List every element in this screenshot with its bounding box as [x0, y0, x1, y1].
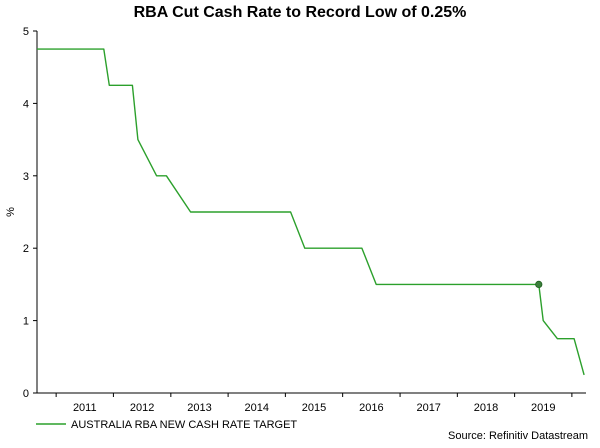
y-tick-label: 1	[23, 316, 29, 328]
y-tick-label: 5	[23, 26, 29, 38]
y-tick-label: 3	[23, 171, 29, 183]
chart-title: RBA Cut Cash Rate to Record Low of 0.25%	[133, 4, 467, 21]
legend-label: AUSTRALIA RBA NEW CASH RATE TARGET	[71, 419, 297, 431]
x-tick-label: 2015	[302, 402, 326, 414]
x-tick-label: 2013	[187, 402, 211, 414]
y-axis-ticks: 0 1 2 3 4 5	[23, 26, 37, 400]
x-tick-label: 2016	[359, 402, 383, 414]
axes	[36, 31, 586, 394]
x-tick-label: 2014	[244, 402, 268, 414]
series-line	[37, 48, 585, 376]
x-tick-label: 2019	[531, 402, 555, 414]
x-tick-label: 2017	[416, 402, 440, 414]
y-tick-label: 0	[23, 388, 29, 400]
x-tick-label: 2011	[73, 402, 97, 414]
y-tick-label: 2	[23, 243, 29, 255]
x-tick-label: 2012	[130, 402, 154, 414]
legend: AUSTRALIA RBA NEW CASH RATE TARGET	[36, 419, 297, 431]
source-note: Source: Refinitiv Datastream	[448, 430, 588, 442]
y-tick-label: 4	[23, 98, 29, 110]
x-axis-ticks: 2011 2012 2013 2014 2015 2016 2017 2018 2019	[55, 393, 573, 414]
series-layer	[37, 48, 585, 376]
y-axis-label: %	[5, 207, 17, 217]
data-point-marker	[535, 280, 543, 288]
x-tick-label: 2018	[474, 402, 498, 414]
